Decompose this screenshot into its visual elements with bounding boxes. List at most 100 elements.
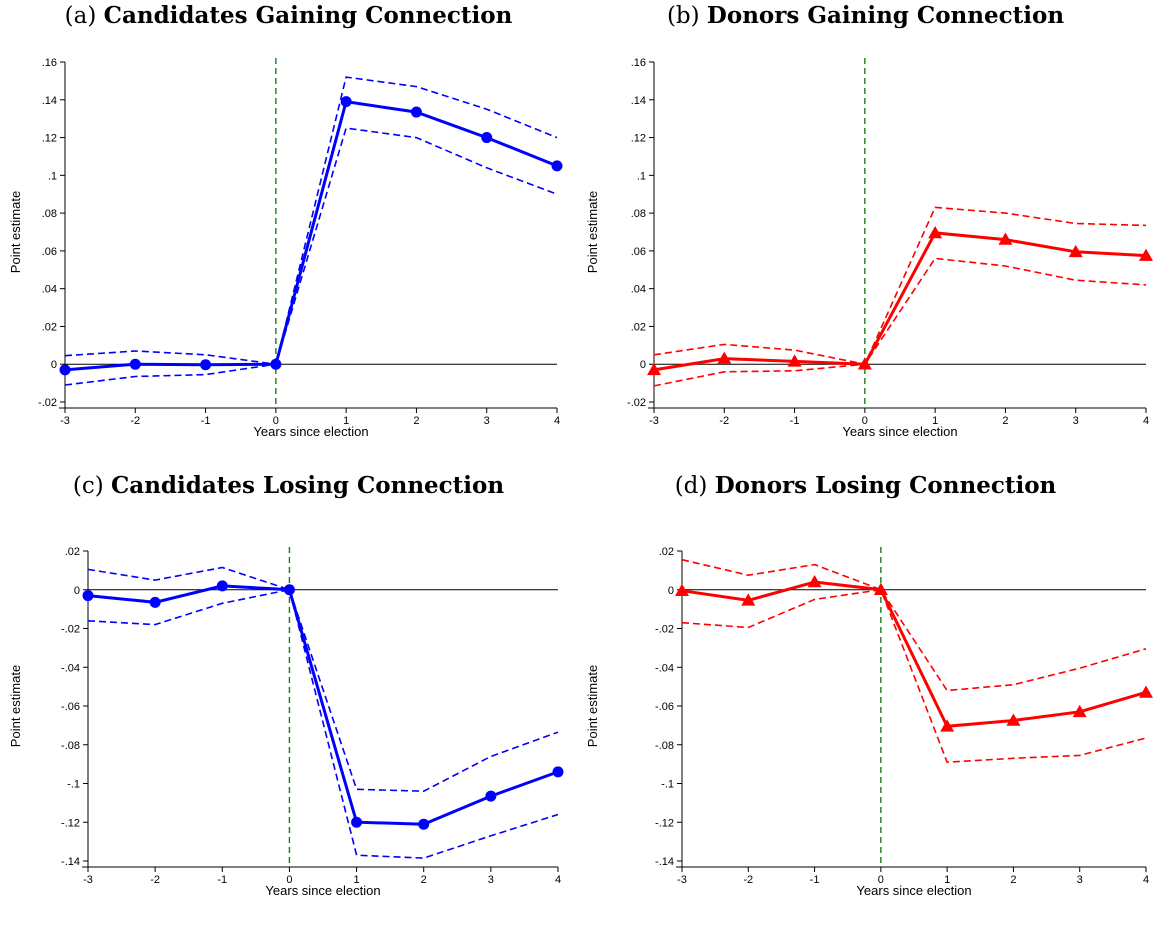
y-tick-label: -.1	[67, 779, 80, 791]
y-tick-label: .08	[42, 208, 57, 220]
estimate-point	[270, 358, 282, 370]
y-tick-label: .16	[42, 57, 57, 69]
y-tick-label: .04	[631, 284, 646, 296]
y-tick-label: -.02	[655, 624, 674, 636]
panel-d: (d) Donors Losing Connection -.14 -.12 -.1…	[577, 470, 1154, 940]
estimate-point	[1139, 248, 1153, 261]
y-tick-label: .16	[631, 57, 646, 69]
estimate-point	[717, 351, 732, 364]
x-tick-label: 2	[413, 415, 419, 427]
y-tick-label: -.02	[627, 397, 646, 409]
x-tick-label: -1	[790, 415, 800, 427]
estimate-line	[653, 231, 1147, 372]
x-tick-label: 1	[932, 415, 938, 427]
y-axis-label: Point estimate	[585, 665, 600, 747]
x-tick-label: 3	[1077, 874, 1083, 886]
y-tick-label: .02	[659, 546, 674, 558]
estimate-point	[647, 362, 661, 376]
x-tick-label: -2	[130, 415, 140, 427]
y-tick-label: .08	[631, 208, 646, 220]
x-tick-label: 2	[1010, 874, 1016, 886]
y-tick-label: .04	[42, 284, 57, 296]
y-tick-label: .06	[42, 246, 57, 258]
estimate-point	[552, 766, 564, 778]
estimate-point	[200, 359, 212, 371]
panel-b: (b) Donors Gaining Connection -.02 0 .02 .0…	[577, 0, 1154, 470]
estimate-point	[928, 225, 943, 239]
estimate-point	[481, 132, 493, 144]
y-tick-label: .12	[42, 133, 57, 145]
estimate-point	[59, 364, 71, 376]
estimate-point	[675, 583, 689, 596]
estimate-line	[64, 100, 558, 372]
panel-c: (c) Candidates Losing Connection -.14 -.1…	[0, 470, 577, 940]
y-tick-label: 0	[74, 585, 80, 597]
y-tick-label: -.12	[655, 817, 674, 829]
chart-candidates-losing: -.14 -.12 -.1 -.08 -.06 -.04 -.02 0 .02 -3 -2 -1 0 1 2…	[8, 546, 564, 898]
chart-donors-losing: -.14 -.12 -.1 -.08 -.06 -.04 -.02 0 .02 -3 -2 -1 0 1 2…	[585, 546, 1153, 898]
y-tick-label: -.06	[61, 701, 80, 713]
x-tick-label: 4	[554, 415, 560, 427]
y-tick-label: .12	[631, 133, 646, 145]
panel-title: (b) Donors Gaining Connection	[577, 2, 1154, 29]
estimate-point	[129, 358, 141, 370]
upper-ci-line	[87, 566, 559, 793]
x-axis-label: Years since election	[842, 424, 957, 439]
y-tick-label: -.1	[661, 779, 674, 791]
chart-title: Candidates Losing Connection	[111, 472, 505, 499]
estimate-point	[410, 106, 422, 118]
y-tick-label: 0	[640, 359, 646, 371]
x-tick-label: -3	[60, 415, 70, 427]
estimate-point	[340, 96, 352, 108]
x-tick-label: 0	[878, 874, 884, 886]
estimate-point	[418, 818, 430, 830]
x-tick-label: 2	[421, 874, 427, 886]
chart-title: Donors Losing Connection	[714, 472, 1057, 499]
estimate-point	[857, 357, 872, 370]
estimate-point	[873, 582, 888, 595]
x-tick-label: 0	[862, 415, 868, 427]
estimate-point	[216, 580, 228, 592]
chart-title: Candidates Gaining Connection	[103, 2, 513, 29]
x-tick-label: 2	[1002, 415, 1008, 427]
x-tick-label: 0	[273, 415, 279, 427]
estimate-point	[940, 719, 955, 732]
upper-ci-line	[64, 76, 558, 366]
y-tick-label: .1	[48, 170, 57, 182]
x-tick-label: 3	[488, 874, 494, 886]
estimate-point	[485, 790, 497, 802]
x-tick-label: 3	[484, 415, 490, 427]
x-tick-label: -2	[150, 874, 160, 886]
x-axis-label: Years since election	[856, 883, 971, 898]
estimate-line	[87, 584, 559, 826]
x-tick-label: -3	[83, 874, 93, 886]
lower-ci-line	[653, 257, 1147, 387]
y-tick-label: -.04	[655, 662, 674, 674]
panel-title: (c) Candidates Losing Connection	[0, 472, 577, 499]
estimate-point	[551, 160, 563, 172]
y-tick-label: .02	[65, 546, 80, 558]
x-tick-label: -2	[719, 415, 729, 427]
y-tick-label: .02	[631, 321, 646, 333]
x-tick-label: 3	[1073, 415, 1079, 427]
estimate-point	[1139, 685, 1153, 698]
x-tick-label: -3	[677, 874, 687, 886]
lower-ci-line	[681, 588, 1147, 764]
estimate-point	[787, 354, 802, 367]
y-tick-label: .14	[42, 95, 57, 107]
chart-title: Donors Gaining Connection	[706, 2, 1065, 29]
panel-tag: (b)	[666, 3, 700, 29]
x-tick-label: 0	[286, 874, 292, 886]
estimate-point	[998, 232, 1013, 245]
panel-tag: (c)	[72, 473, 104, 499]
x-tick-label: -1	[810, 874, 820, 886]
y-tick-label: -.02	[61, 624, 80, 636]
estimate-point	[149, 596, 161, 608]
y-tick-label: .14	[631, 95, 646, 107]
panel-tag: (a)	[64, 3, 97, 29]
panel-title: (a) Candidates Gaining Connection	[0, 2, 577, 29]
estimate-point	[283, 584, 295, 596]
upper-ci-line	[653, 206, 1147, 366]
y-tick-label: 0	[668, 585, 674, 597]
estimate-point	[741, 593, 756, 606]
